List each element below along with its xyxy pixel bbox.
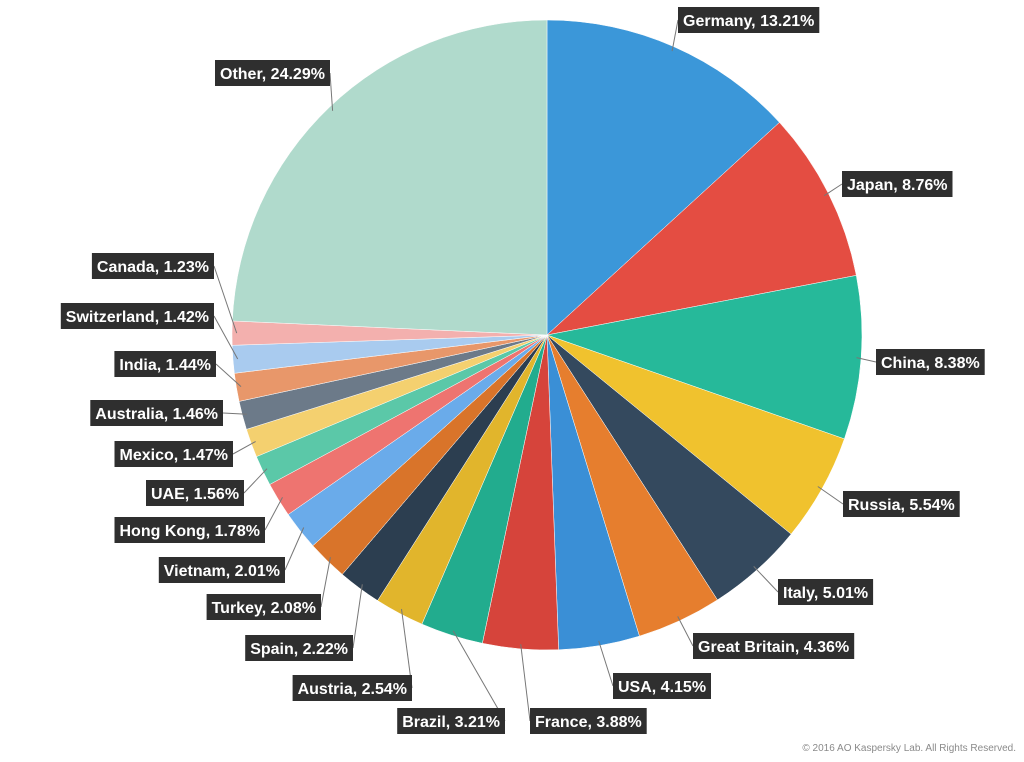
slice-label-text: Spain, 2.22%: [250, 641, 348, 658]
leader-line: [856, 357, 877, 363]
slice-label-background: [397, 708, 505, 734]
slice-label-text: Great Britain, 4.36%: [698, 639, 849, 656]
slice-label-great-britain: Great Britain, 4.36%: [693, 633, 855, 659]
slice-label-background: [91, 253, 214, 279]
slice-label-background: [114, 517, 265, 543]
slice-label-background: [693, 633, 855, 659]
slice-label-russia: Russia, 5.54%: [843, 491, 960, 517]
slice-label-background: [146, 480, 244, 506]
leader-line: [452, 630, 506, 722]
slice-label-background: [778, 579, 874, 605]
slice-label-text: Brazil, 3.21%: [402, 714, 500, 731]
slice-label-text: Other, 24.29%: [220, 66, 325, 83]
slice-label-germany: Germany, 13.21%: [678, 7, 820, 33]
leader-line: [352, 584, 363, 649]
slice-label-background: [114, 441, 233, 467]
slice-label-text: Austria, 2.54%: [298, 681, 407, 698]
slice-label-text: Vietnam, 2.01%: [164, 563, 280, 580]
leader-line: [243, 468, 268, 494]
slice-label-text: France, 3.88%: [535, 714, 642, 731]
pie-slice-china: [546, 275, 863, 440]
slice-label-india: India, 1.44%: [114, 351, 216, 377]
slice-label-background: [613, 673, 711, 699]
slice-label-brazil: Brazil, 3.21%: [397, 708, 505, 734]
slice-label-background: [206, 594, 321, 620]
slice-label-text: Hong Kong, 1.78%: [120, 523, 260, 540]
slice-label-usa: USA, 4.15%: [613, 673, 711, 699]
slice-label-france: France, 3.88%: [530, 708, 647, 734]
slice-label-background: [678, 7, 820, 33]
slice-label-china: China, 8.38%: [876, 349, 985, 375]
slice-label-text: China, 8.38%: [881, 355, 980, 372]
leader-line: [817, 486, 844, 505]
slice-label-text: Australia, 1.46%: [95, 406, 218, 423]
slice-label-italy: Italy, 5.01%: [778, 579, 874, 605]
slice-label-switzerland: Switzerland, 1.42%: [60, 303, 214, 329]
label-leader-lines: [213, 19, 877, 722]
leader-line: [213, 265, 238, 334]
slice-label-background: [292, 675, 412, 701]
slice-label-vietnam: Vietnam, 2.01%: [158, 557, 285, 583]
slice-label-austria: Austria, 2.54%: [292, 675, 412, 701]
slice-label-canada: Canada, 1.23%: [91, 253, 214, 279]
copyright-notice: © 2016 AO Kaspersky Lab. All Rights Rese…: [802, 743, 1016, 754]
slice-label-text: USA, 4.15%: [618, 679, 706, 696]
slice-label-text: Turkey, 2.08%: [212, 600, 316, 617]
slice-labels: Germany, 13.21% Japan, 8.76% China, 8.38% R…: [60, 7, 985, 734]
slice-label-background: [60, 303, 214, 329]
leader-line: [320, 557, 331, 608]
leader-line: [598, 640, 614, 687]
leader-line: [232, 441, 256, 455]
slice-label-other: Other, 24.29%: [215, 60, 330, 86]
pie-slice-other: [232, 19, 548, 336]
slice-label-background: [530, 708, 647, 734]
slice-label-hong-kong: Hong Kong, 1.78%: [114, 517, 265, 543]
slice-label-australia: Australia, 1.46%: [90, 400, 223, 426]
leader-line: [213, 315, 239, 360]
slice-label-japan: Japan, 8.76%: [842, 171, 953, 197]
slice-label-background: [876, 349, 985, 375]
slice-label-turkey: Turkey, 2.08%: [206, 594, 321, 620]
slice-label-text: Mexico, 1.47%: [120, 447, 229, 464]
leader-line: [753, 566, 779, 593]
leader-line: [823, 183, 843, 197]
leader-line: [329, 72, 334, 111]
slice-label-uae: UAE, 1.56%: [146, 480, 244, 506]
leader-line: [520, 644, 531, 722]
slice-label-background: [158, 557, 285, 583]
pie-slice-germany: [546, 19, 780, 336]
slice-label-background: [114, 351, 216, 377]
slice-label-text: India, 1.44%: [119, 357, 211, 374]
pie-slice-japan: [546, 122, 857, 336]
slice-label-text: Canada, 1.23%: [97, 259, 209, 276]
leader-line: [222, 412, 248, 415]
slice-label-background: [842, 171, 953, 197]
slice-label-text: Germany, 13.21%: [683, 13, 814, 30]
slice-label-background: [215, 60, 330, 86]
slice-label-background: [90, 400, 223, 426]
slice-label-background: [245, 635, 353, 661]
slice-label-text: Russia, 5.54%: [848, 497, 955, 514]
leader-line: [677, 616, 694, 647]
leader-line: [401, 608, 413, 689]
slice-label-spain: Spain, 2.22%: [245, 635, 353, 661]
leader-line: [671, 19, 679, 52]
leader-line: [264, 497, 283, 531]
pie-slices: [231, 19, 863, 651]
slice-label-text: Italy, 5.01%: [783, 585, 868, 602]
slice-label-text: UAE, 1.56%: [151, 486, 239, 503]
leader-line: [284, 527, 305, 571]
slice-label-text: Japan, 8.76%: [847, 177, 948, 194]
slice-label-background: [843, 491, 960, 517]
leader-line: [215, 363, 242, 387]
slice-label-mexico: Mexico, 1.47%: [114, 441, 233, 467]
slice-label-text: Switzerland, 1.42%: [66, 309, 209, 326]
